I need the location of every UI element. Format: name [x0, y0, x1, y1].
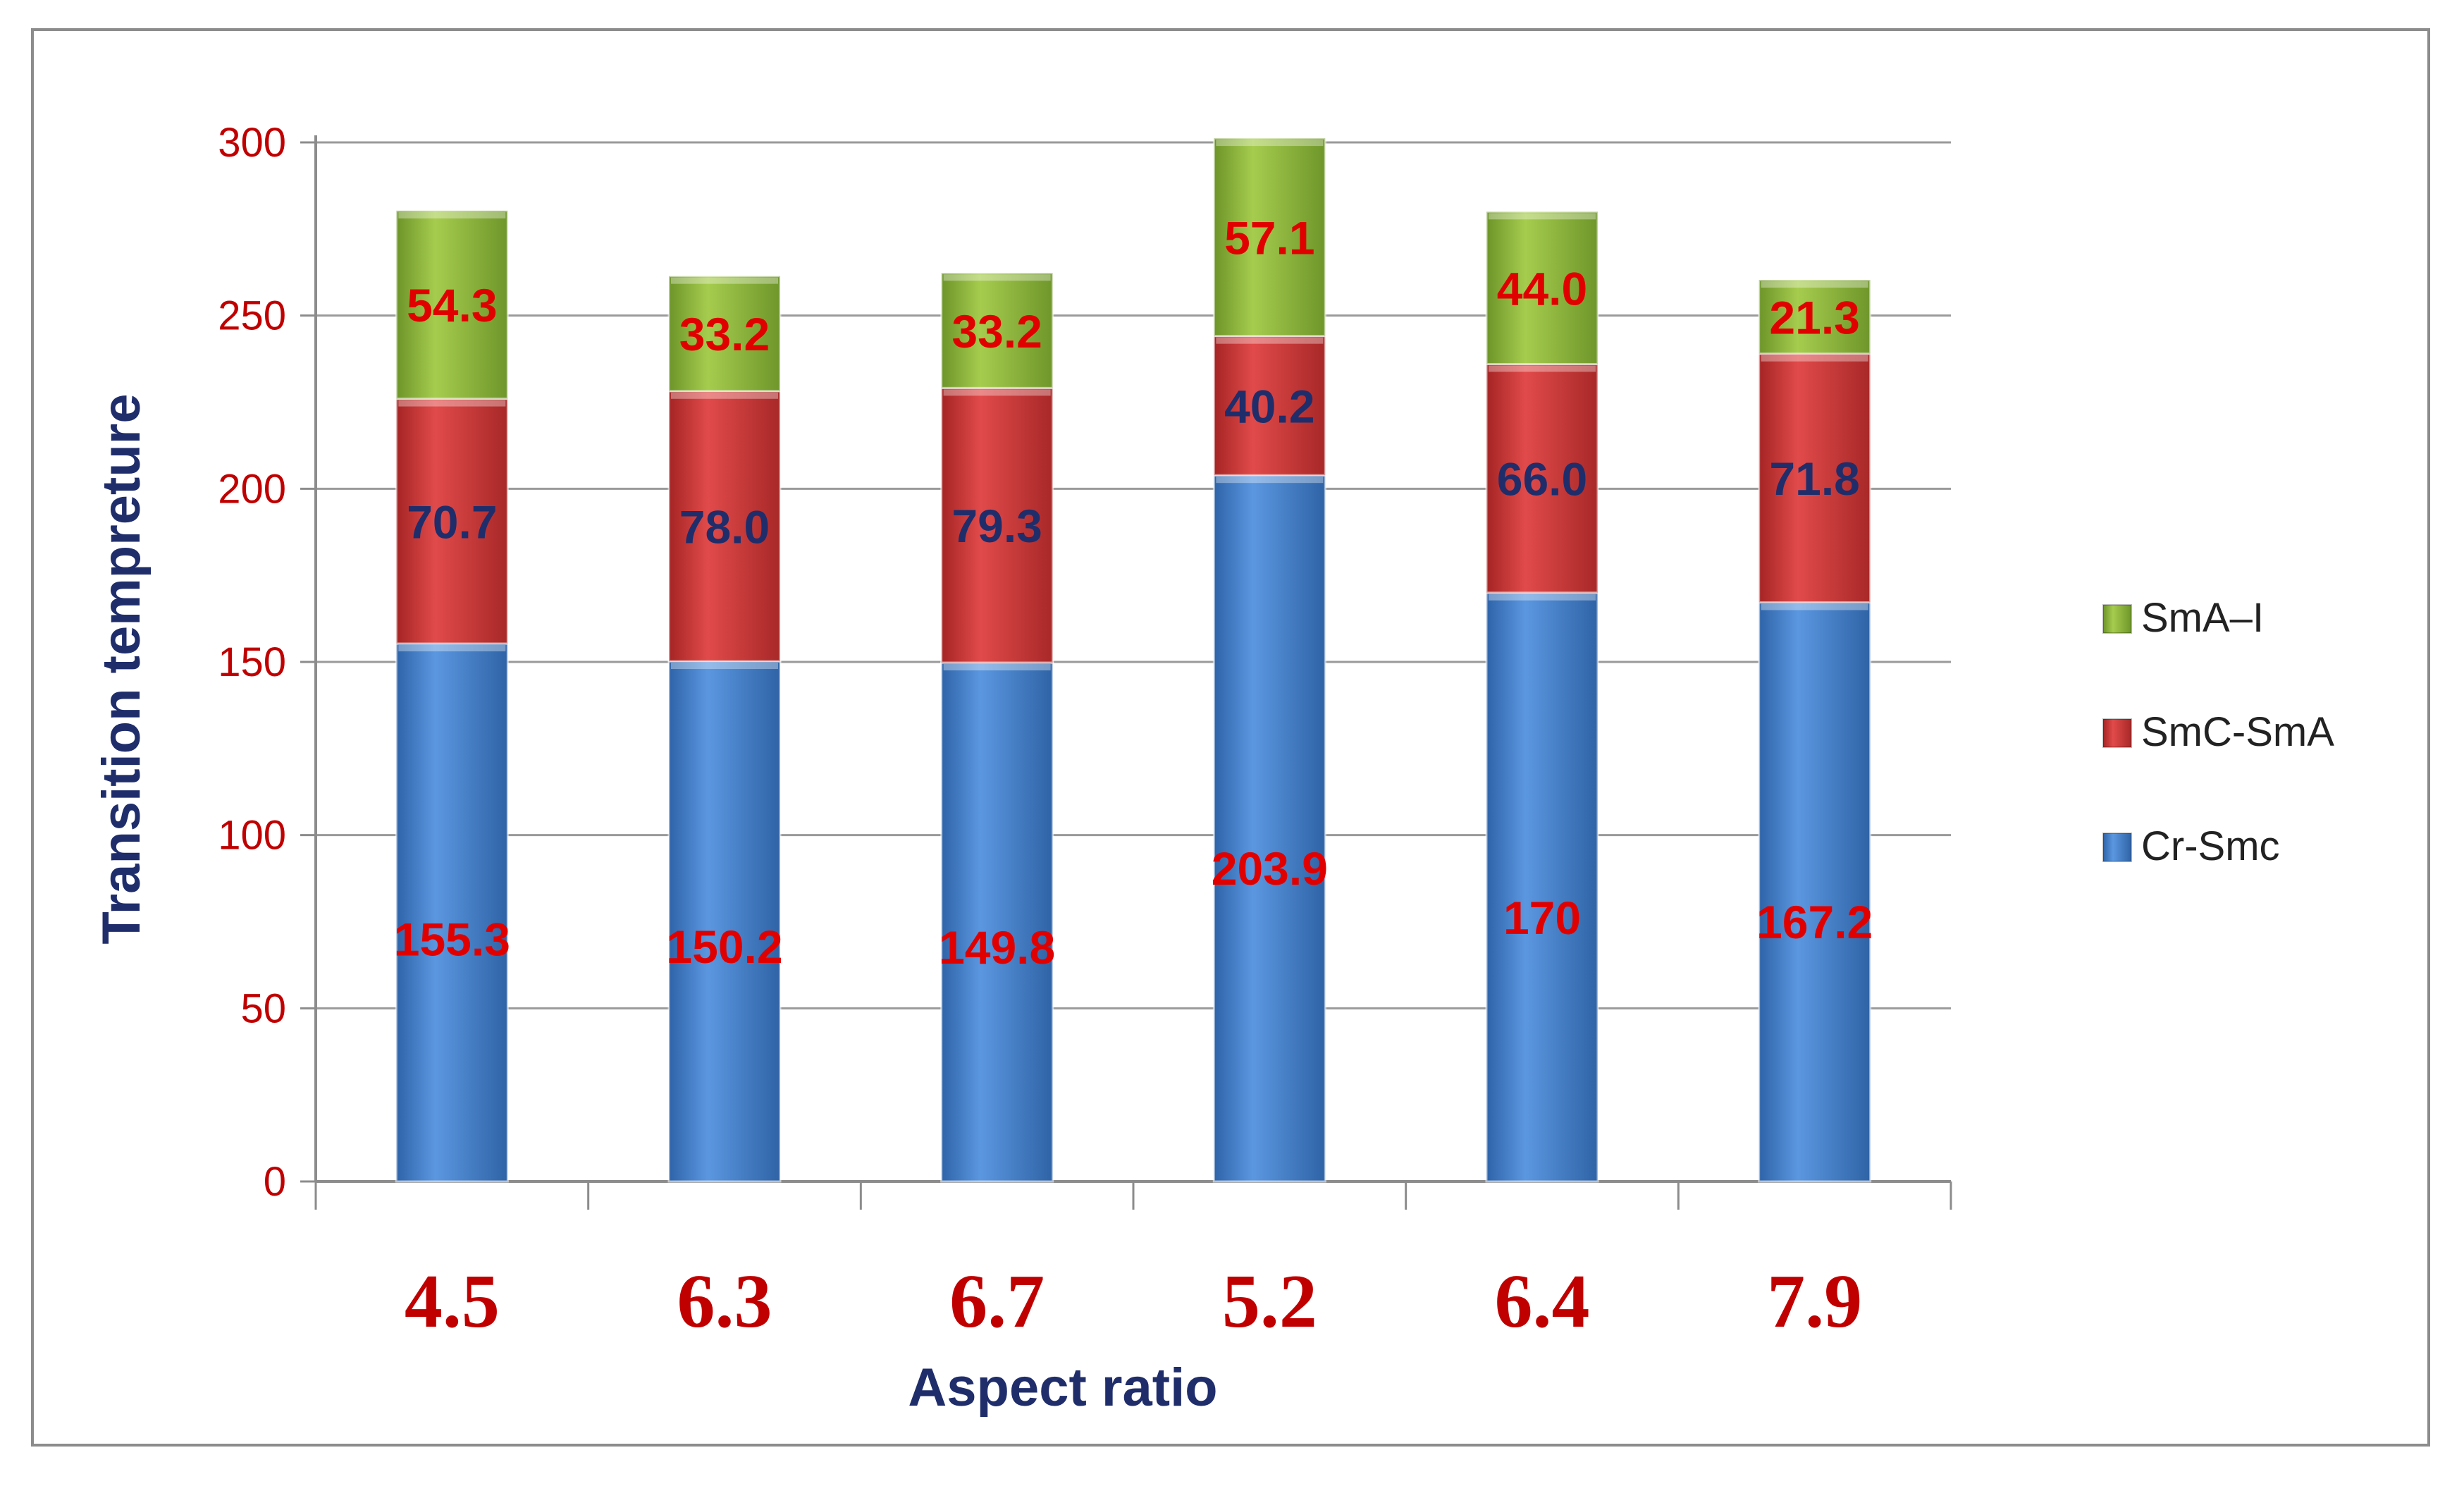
data-label: 155.3	[394, 914, 510, 966]
bar-segment	[1212, 335, 1326, 477]
gridlines	[316, 141, 1951, 1183]
y-tick-label: 200	[218, 466, 286, 512]
bar-segment	[667, 390, 782, 663]
bar-segment-highlight	[943, 274, 1051, 281]
data-label: 78.0	[679, 501, 770, 553]
bar-segment-highlight	[398, 400, 506, 407]
bar-segment-highlight	[1489, 365, 1596, 372]
bar-segment-highlight	[398, 644, 506, 651]
bar-segment-highlight	[671, 663, 778, 670]
bar-segment	[667, 275, 782, 393]
bar-segment	[940, 271, 1054, 389]
data-label: 170	[1503, 892, 1581, 944]
bar-segment	[395, 398, 509, 645]
y-tick-label: 250	[218, 293, 286, 339]
bar-segment	[395, 642, 509, 1183]
data-label: 57.1	[1224, 211, 1314, 264]
bar-segment-highlight	[398, 211, 506, 219]
x-tick-label: 7.9	[1767, 1260, 1862, 1344]
x-tick-label: 4.5	[405, 1260, 500, 1344]
bar-segment-highlight	[1761, 355, 1868, 362]
bar-segment-highlight	[671, 392, 778, 399]
bar-segment	[1485, 362, 1599, 594]
y-tick-label: 50	[240, 985, 286, 1031]
x-tick-label: 6.7	[949, 1260, 1045, 1344]
bar-segment-highlight	[1761, 281, 1868, 288]
data-label: 21.3	[1769, 291, 1859, 343]
data-labels: 155.3 70.7 54.3 150.2 78.0 33.2 149.8 79.3 33.2 2…	[394, 211, 1873, 973]
bar-segment-highlight	[1761, 603, 1868, 610]
y-axis-title: Transition tempreture	[92, 393, 152, 944]
data-label: 71.8	[1769, 453, 1859, 505]
bar-segment-highlight	[943, 663, 1051, 670]
data-label: 54.3	[407, 279, 497, 331]
bar-segment	[1212, 137, 1326, 338]
legend-label: Cr-Smc	[2141, 823, 2280, 869]
legend-swatch	[2102, 604, 2132, 634]
data-label: 33.2	[679, 308, 770, 360]
data-label: 33.2	[951, 305, 1042, 357]
bar-segment	[395, 209, 509, 400]
x-axis-title: Aspect ratio	[908, 1358, 1217, 1418]
bar-segment	[1485, 591, 1599, 1183]
legend-swatch	[2102, 718, 2132, 748]
bar-segment	[1485, 210, 1599, 365]
legend-label: SmA–I	[2141, 595, 2264, 641]
y-tick-label: 300	[218, 120, 286, 166]
stacked-bar-chart: 0 50 100 150 200 250 300 4.5 6.3 6.7 5.2 6.4 7.9 155…	[92, 120, 2334, 1418]
x-tick-label: 5.2	[1222, 1260, 1317, 1344]
x-tick-label: 6.3	[677, 1260, 772, 1344]
bar-segment	[1212, 474, 1326, 1183]
bar-segment-highlight	[1216, 140, 1324, 147]
legend-label: SmC-SmA	[2141, 709, 2334, 755]
y-tick-label: 150	[218, 639, 286, 685]
bar-segment	[1758, 352, 1872, 603]
bar-segment-highlight	[1489, 594, 1596, 601]
y-tick-label: 100	[218, 813, 286, 859]
data-label: 150.2	[666, 921, 782, 973]
bar-segment-highlight	[1216, 477, 1324, 484]
bar-segment-highlight	[1216, 337, 1324, 344]
data-label: 40.2	[1224, 380, 1314, 432]
bar-segment	[667, 660, 782, 1183]
chart-frame: 0 50 100 150 200 250 300 4.5 6.3 6.7 5.2 6.4 7.9 155…	[31, 28, 2430, 1447]
data-label: 79.3	[951, 500, 1042, 552]
data-label: 203.9	[1212, 842, 1328, 895]
y-tick-label: 0	[264, 1159, 286, 1205]
axes: 0 50 100 150 200 250 300 4.5 6.3 6.7 5.2 6.4 7.9	[218, 120, 1952, 1344]
data-label: 66.0	[1497, 453, 1587, 505]
bar-segment	[940, 661, 1054, 1183]
legend: SmA–I SmC-SmA Cr-Smc	[2102, 595, 2334, 869]
bar-segment	[940, 386, 1054, 664]
data-label: 44.0	[1497, 262, 1587, 314]
bar-segment	[1758, 601, 1872, 1183]
bar-segment	[1758, 278, 1872, 355]
data-label: 167.2	[1756, 896, 1873, 948]
bars	[395, 137, 1872, 1183]
data-label: 70.7	[407, 496, 497, 548]
data-label: 149.8	[939, 921, 1055, 974]
legend-swatch	[2102, 833, 2132, 862]
x-tick-label: 6.4	[1495, 1260, 1590, 1344]
bar-segment-highlight	[943, 389, 1051, 396]
bar-segment-highlight	[1489, 213, 1596, 220]
bar-segment-highlight	[671, 277, 778, 284]
